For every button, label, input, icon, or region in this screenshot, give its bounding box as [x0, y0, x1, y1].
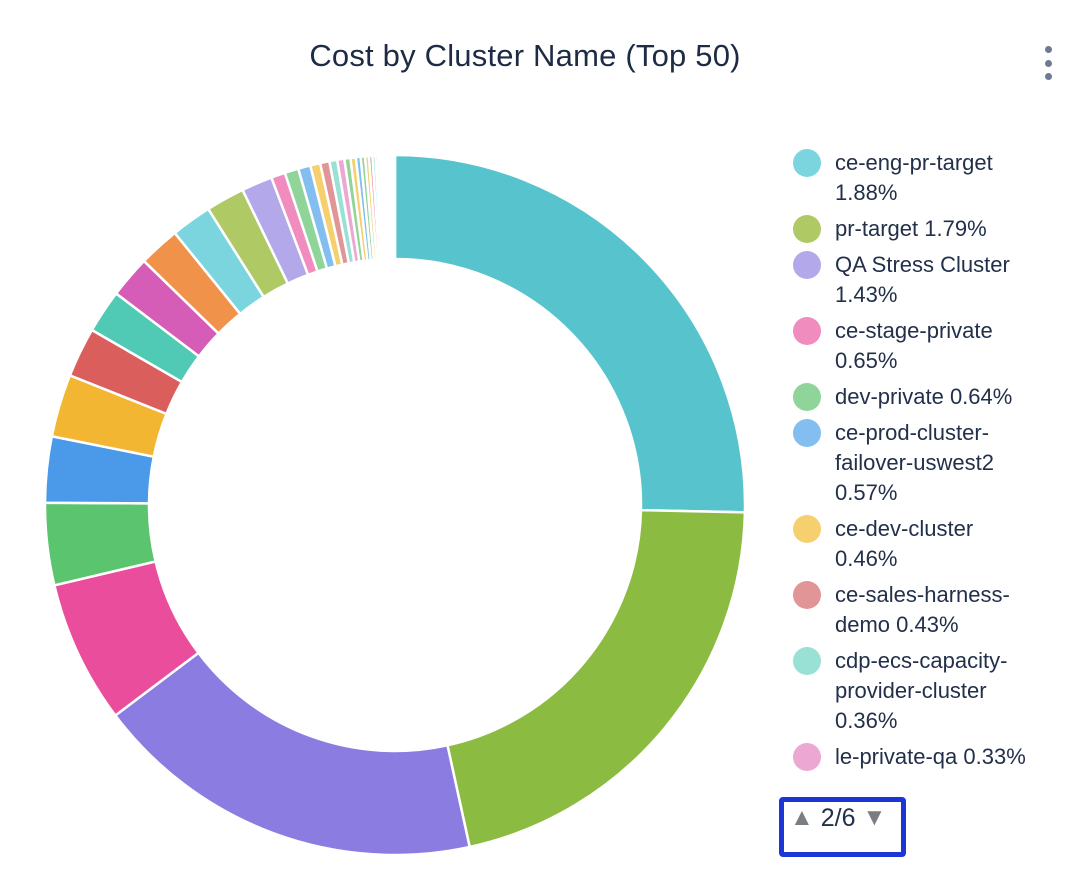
- donut-segment[interactable]: [447, 510, 744, 847]
- kebab-dot: [1045, 60, 1052, 67]
- legend-label: pr-target 1.79%: [835, 214, 1040, 244]
- legend-label: dev-private 0.64%: [835, 382, 1040, 412]
- legend-label: ce-stage-private 0.65%: [835, 316, 1040, 376]
- legend-item[interactable]: ce-prod-cluster-failover-uswest2 0.57%: [793, 418, 1063, 508]
- legend-item[interactable]: ce-sales-harness-demo 0.43%: [793, 580, 1063, 640]
- legend-item[interactable]: pr-target 1.79%: [793, 214, 1063, 244]
- legend-label: cdp-ecs-capacity-provider-cluster 0.36%: [835, 646, 1040, 736]
- legend-label: le-private-qa 0.33%: [835, 742, 1040, 772]
- legend-swatch: [793, 419, 821, 447]
- legend-label: ce-dev-cluster 0.46%: [835, 514, 1040, 574]
- kebab-dot: [1045, 46, 1052, 53]
- legend-page-down-icon[interactable]: ▼: [863, 803, 887, 833]
- legend-label: ce-sales-harness-demo 0.43%: [835, 580, 1040, 640]
- legend-page-indicator: 2/6: [821, 803, 856, 833]
- donut-segment[interactable]: [115, 653, 469, 855]
- legend-swatch: [793, 743, 821, 771]
- legend-page-up-icon[interactable]: ▲: [790, 803, 814, 833]
- legend-label: ce-eng-pr-target 1.88%: [835, 148, 1040, 208]
- chart-legend: ce-eng-pr-target 1.88% pr-target 1.79% QA …: [793, 148, 1063, 797]
- legend-label: QA Stress Cluster 1.43%: [835, 250, 1040, 310]
- donut-segment[interactable]: [395, 155, 745, 512]
- legend-pager: ▲ 2/6 ▼: [784, 802, 901, 833]
- legend-label: ce-prod-cluster-failover-uswest2 0.57%: [835, 418, 1040, 508]
- legend-item[interactable]: ce-stage-private 0.65%: [793, 316, 1063, 376]
- legend-item[interactable]: ce-eng-pr-target 1.88%: [793, 148, 1063, 208]
- legend-swatch: [793, 317, 821, 345]
- legend-swatch: [793, 149, 821, 177]
- legend-item[interactable]: cdp-ecs-capacity-provider-cluster 0.36%: [793, 646, 1063, 736]
- legend-swatch: [793, 647, 821, 675]
- donut-chart-svg[interactable]: [0, 120, 790, 882]
- chart-title: Cost by Cluster Name (Top 50): [0, 38, 1050, 74]
- legend-item[interactable]: ce-dev-cluster 0.46%: [793, 514, 1063, 574]
- legend-item[interactable]: le-private-qa 0.33%: [793, 742, 1063, 772]
- legend-swatch: [793, 581, 821, 609]
- legend-swatch: [793, 215, 821, 243]
- legend-swatch: [793, 383, 821, 411]
- donut-chart[interactable]: [0, 120, 790, 882]
- kebab-menu-icon[interactable]: [1040, 46, 1056, 80]
- legend-item[interactable]: dev-private 0.64%: [793, 382, 1063, 412]
- legend-item[interactable]: QA Stress Cluster 1.43%: [793, 250, 1063, 310]
- legend-swatch: [793, 251, 821, 279]
- kebab-dot: [1045, 73, 1052, 80]
- legend-swatch: [793, 515, 821, 543]
- annotation-highlight-box: ▲ 2/6 ▼: [779, 797, 906, 857]
- chart-header: Cost by Cluster Name (Top 50): [0, 38, 1050, 74]
